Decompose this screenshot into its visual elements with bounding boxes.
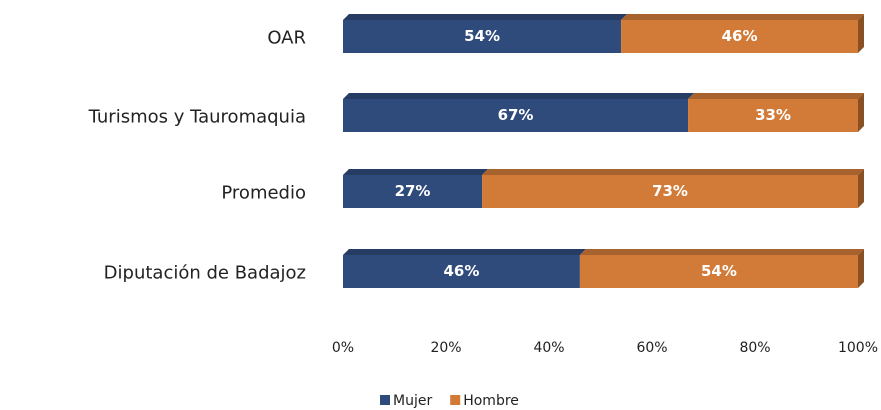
value-label: 54% [701, 262, 737, 280]
bar [688, 99, 858, 132]
bar [621, 20, 858, 53]
bar-side [858, 14, 864, 53]
value-label: 46% [443, 262, 479, 280]
value-label: 27% [395, 182, 431, 200]
bar [343, 255, 580, 288]
bar-side [858, 93, 864, 132]
bar [343, 175, 483, 208]
bar-top [343, 93, 695, 99]
value-label: 67% [498, 106, 534, 124]
legend-label: Hombre [463, 393, 519, 409]
bar [579, 255, 858, 288]
value-label: 73% [652, 182, 688, 200]
bar-top [579, 249, 864, 255]
value-label: 33% [755, 106, 791, 124]
bar-side [858, 169, 864, 208]
bar-side [858, 249, 864, 288]
value-label: 54% [464, 27, 500, 45]
bar [482, 175, 858, 208]
bar-top [621, 14, 864, 20]
bar-top [343, 14, 628, 20]
category-label: Promedio [221, 183, 306, 204]
x-tick-label: 0% [332, 340, 354, 356]
bar-top [482, 169, 864, 175]
category-label: Diputación de Badajoz [104, 263, 306, 284]
category-label: Turismos y Tauromaquia [88, 107, 306, 128]
value-label: 46% [722, 27, 758, 45]
bar-top [343, 169, 489, 175]
legend-swatch [450, 395, 461, 405]
x-tick-label: 20% [430, 340, 461, 356]
bar-top [343, 249, 586, 255]
x-tick-label: 80% [739, 340, 770, 356]
legend-label: Mujer [393, 393, 432, 409]
legend-swatch [380, 395, 390, 405]
category-label: OAR [267, 28, 306, 49]
bar [343, 99, 689, 132]
x-tick-label: 40% [533, 340, 564, 356]
bar-top [688, 93, 864, 99]
x-tick-label: 60% [636, 340, 667, 356]
x-tick-label: 100% [838, 340, 878, 356]
bar [343, 20, 622, 53]
